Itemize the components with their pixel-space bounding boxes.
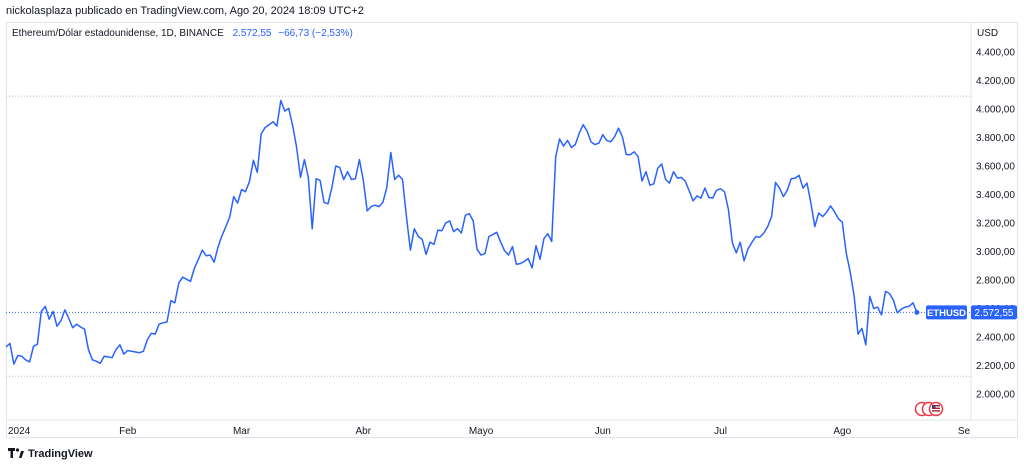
legend-change: −66,73 (−2,53%): [278, 28, 353, 39]
series-line-ethusd: [5, 99, 918, 365]
y-tick-label: 2.400,00: [976, 333, 1015, 344]
x-tick-label: Feb: [119, 426, 137, 437]
price-axis-unit[interactable]: USD: [977, 28, 999, 39]
series-name-badge[interactable]: ETHUSD: [926, 305, 967, 320]
y-tick-label: 2.200,00: [976, 361, 1015, 372]
legend-price: 2.572,55: [232, 28, 272, 39]
y-tick-label: 3.800,00: [976, 133, 1015, 144]
x-tick-label: Mayo: [469, 426, 494, 437]
y-tick-label: 3.400,00: [976, 190, 1015, 201]
attribution-text: nickolasplaza publicado en TradingView.c…: [6, 5, 364, 17]
time-axis[interactable]: 2024 Feb Mar Abr Mayo Jun Jul Ago Se: [8, 426, 971, 437]
legend-symbol: Ethereum/Dólar estadounidense, 1D, BINAN…: [12, 28, 224, 39]
tradingview-logo-icon: [8, 448, 24, 458]
publication-header: nickolasplaza publicado en TradingView.c…: [0, 0, 1024, 22]
y-tick-label: 3.600,00: [976, 162, 1015, 173]
y-tick-label: 4.400,00: [976, 48, 1015, 59]
last-price-label: 2.572,55: [975, 308, 1014, 319]
x-tick-label: Mar: [233, 426, 251, 437]
chart-frame: [6, 22, 1018, 438]
y-tick-label: 3.200,00: [976, 219, 1015, 230]
flag-events-icon[interactable]: [914, 401, 944, 417]
x-tick-label: Se: [958, 426, 971, 437]
price-axis[interactable]: 2.000,002.200,002.400,002.600,002.800,00…: [976, 48, 1015, 401]
x-tick-label: Abr: [356, 426, 372, 437]
x-tick-label: Ago: [833, 426, 851, 437]
y-tick-label: 2.800,00: [976, 276, 1015, 287]
footer-brand: TradingView: [28, 448, 93, 460]
series-name-label: ETHUSD: [927, 308, 966, 319]
x-tick-label: Jun: [595, 426, 611, 437]
last-price-badge: 2.572,55: [971, 305, 1017, 320]
tradingview-footer[interactable]: TradingView: [8, 446, 93, 462]
reference-lines: [6, 95, 971, 377]
chart-legend: Ethereum/Dólar estadounidense, 1D, BINAN…: [12, 27, 353, 41]
x-tick-label: Jul: [714, 426, 727, 437]
y-tick-label: 4.200,00: [976, 76, 1015, 87]
last-price-dot: [914, 309, 920, 315]
y-tick-label: 4.000,00: [976, 105, 1015, 116]
y-tick-label: 2.000,00: [976, 390, 1015, 401]
y-tick-label: 3.000,00: [976, 247, 1015, 258]
x-tick-label: 2024: [8, 426, 31, 437]
